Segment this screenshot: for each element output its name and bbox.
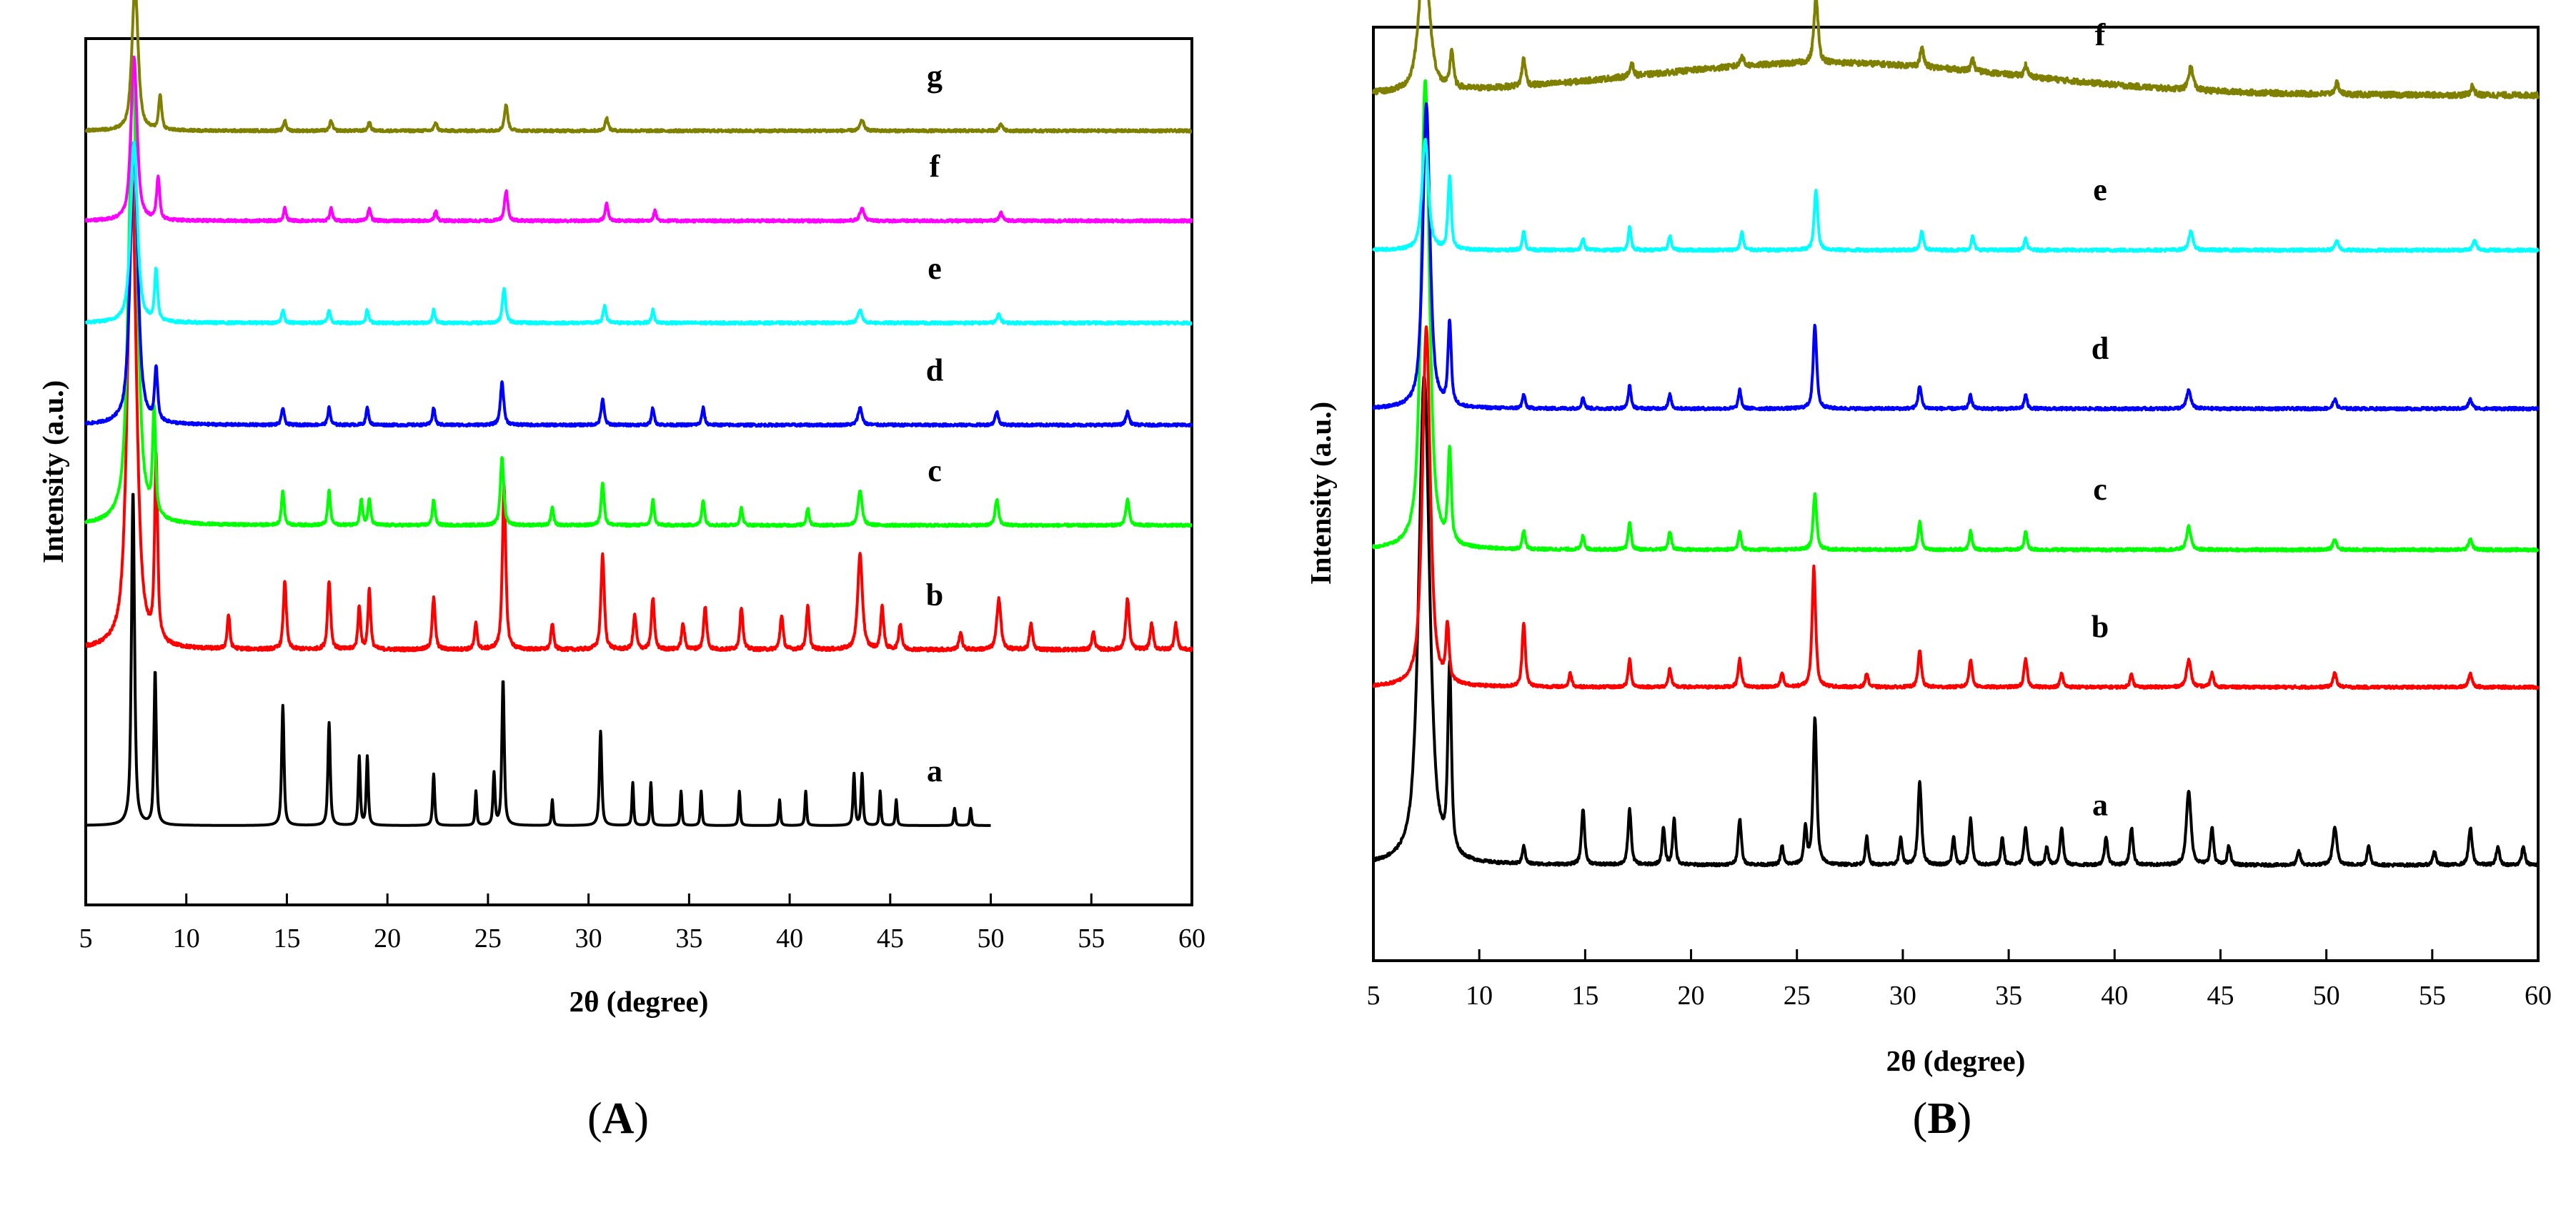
panel-a-series-g-line [84,0,1193,134]
panel-b-series-e-line [1372,137,2540,253]
panel-a-x-tick-label: 55 [1078,924,1105,954]
panel-a-x-tick-label: 50 [978,924,1005,954]
panel-b-series-d-line [1372,102,2540,412]
panel-a-x-tick-label: 10 [173,924,200,954]
panel-a-series-e-label: e [928,251,942,286]
panel-b-label: (B) [1913,1094,1972,1143]
panel-a-plot-frame [84,37,1193,906]
panel-b-series-a-label: a [2092,787,2108,822]
panel-a-x-tick-label: 30 [575,924,602,954]
panel-b-series-a-line [1372,375,2540,868]
panel-a: 5 10 15 20 25 30 35 40 45 50 55 60 a b c d e f g 2θ (degr… [36,0,1205,1143]
panel-a-label: (A) [587,1094,649,1143]
panel-b-x-tick-label: 20 [1678,981,1705,1011]
panel-b-series-e-label: e [2093,172,2107,207]
panel-b-series-f-label: f [2095,17,2107,52]
panel-b-x-tick-label: 60 [2525,981,2552,1011]
panel-b: 5 10 15 20 25 30 35 40 45 50 55 60 a b c d e f 2θ (degre… [1304,0,2552,1143]
panel-b-series-group [1372,0,2540,868]
panel-a-series-c-label: c [928,453,942,488]
panel-a-series-d-line [84,141,1193,428]
panel-b-x-tick-label: 30 [1889,981,1916,1011]
panel-a-x-tick-label: 20 [374,924,401,954]
panel-a-series-d-label: d [926,353,943,388]
panel-b-series-d-label: d [2092,331,2109,366]
panel-b-x-ticks: 5 10 15 20 25 30 35 40 45 50 55 60 [1367,949,2552,1011]
panel-a-x-tick-label: 40 [776,924,803,954]
panel-b-series-labels: a b c d e f [2092,17,2109,822]
panel-a-x-axis-title: 2θ (degree) [570,985,709,1018]
panel-a-series-f-label: f [930,149,941,184]
panel-a-series-group [84,0,1193,827]
panel-a-series-b-line [84,176,1193,653]
panel-a-series-labels: a b c d e f g [926,59,943,788]
panel-b-letter: B [1927,1094,1956,1143]
panel-b-series-f-line [1372,0,2540,99]
panel-a-series-f-line [84,55,1193,224]
panel-a-x-tick-label: 15 [273,924,300,954]
panel-a-y-axis-title: Intensity (a.u.) [36,380,69,563]
panel-a-x-tick-label: 25 [474,924,502,954]
panel-b-x-tick-label: 55 [2419,981,2446,1011]
panel-a-series-a-line [84,492,992,827]
panel-b-x-axis-title: 2θ (degree) [1886,1044,2026,1077]
panel-b-y-axis-title: Intensity (a.u.) [1304,402,1337,585]
panel-a-series-e-line [84,140,1193,326]
panel-a-x-tick-label: 5 [79,924,93,954]
panel-b-x-tick-label: 50 [2313,981,2340,1011]
panel-b-x-tick-label: 45 [2207,981,2234,1011]
panel-b-x-tick-label: 10 [1466,981,1493,1011]
panel-b-series-c-line [1372,79,2540,553]
panel-b-x-tick-label: 15 [1571,981,1598,1011]
panel-b-series-b-label: b [2092,609,2109,644]
panel-b-x-tick-label: 40 [2101,981,2128,1011]
panel-a-series-b-label: b [926,578,943,613]
panel-b-plot-frame [1372,26,2540,962]
panel-b-series-c-label: c [2093,472,2107,507]
panel-b-x-tick-label: 25 [1784,981,1811,1011]
panel-a-series-g-label: g [927,59,943,94]
panel-a-letter: A [602,1094,635,1143]
panel-b-series-b-line [1372,325,2540,690]
panel-a-series-a-label: a [927,753,943,788]
panel-a-x-tick-label: 35 [675,924,702,954]
panel-a-series-c-line [84,68,1193,528]
panel-b-x-tick-label: 5 [1367,981,1381,1011]
panel-a-x-tick-label: 60 [1178,924,1205,954]
panel-a-x-tick-label: 45 [877,924,904,954]
panel-a-x-ticks: 5 10 15 20 25 30 35 40 45 50 55 60 [79,893,1205,954]
panel-b-x-tick-label: 35 [1995,981,2022,1011]
